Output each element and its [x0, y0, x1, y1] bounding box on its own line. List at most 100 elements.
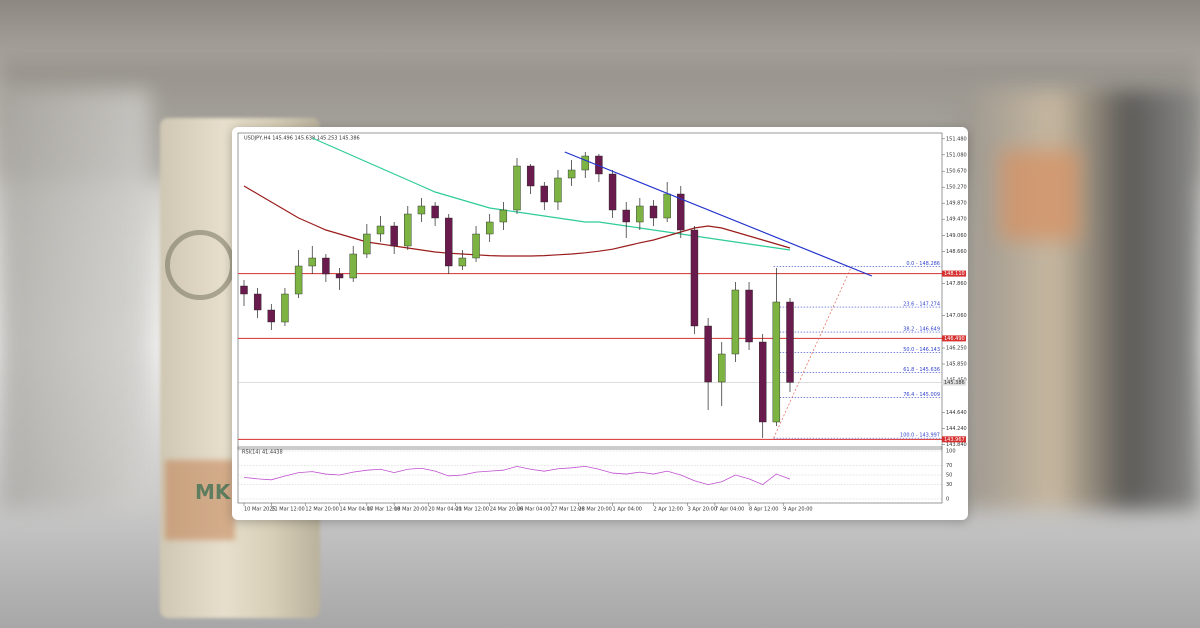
- candle-body: [404, 213, 412, 247]
- y-tick-label: 149.870: [946, 201, 967, 207]
- fib-label: 23.6 - 147.274: [903, 302, 940, 308]
- rsi-tick-label: 30: [946, 482, 952, 488]
- candle-body: [772, 301, 781, 423]
- y-tick-label: 151.080: [946, 152, 967, 158]
- x-tick-label: 28 Mar 20:00: [578, 507, 611, 513]
- x-tick-label: 10 Mar 2025: [244, 507, 276, 513]
- y-tick-label: 144.640: [946, 410, 967, 416]
- candle-body: [786, 301, 794, 383]
- price-tag: [942, 379, 966, 386]
- candle-body: [390, 225, 398, 247]
- x-tick-label: 17 Mar 12:00: [367, 507, 400, 513]
- x-tick-label: 12 Mar 20:00: [305, 507, 338, 513]
- rsi-title: RSI(14) 41.4438: [242, 450, 283, 456]
- chart: USDJPY,H4 145.496 145.638 145.253 145.38…: [237, 132, 967, 513]
- candle-body: [458, 257, 467, 267]
- y-tick-label: 150.670: [946, 169, 967, 175]
- y-tick-label: 147.060: [946, 313, 967, 319]
- candle-body: [513, 165, 521, 211]
- plot-frame: [237, 132, 943, 450]
- moving-average: [312, 137, 791, 251]
- x-tick-label: 11 Mar 12:00: [271, 507, 304, 513]
- fib-base: [773, 266, 852, 439]
- fib-label: 38.2 - 146.649: [903, 327, 940, 333]
- candle-body: [294, 265, 303, 295]
- x-tick-label: 1 Apr 04:00: [613, 507, 642, 513]
- candle-body: [745, 289, 753, 343]
- price-tag: [942, 436, 966, 443]
- candle-body: [240, 285, 248, 295]
- price-tag: [942, 335, 966, 342]
- candle-body: [267, 309, 275, 323]
- candle-body: [281, 293, 289, 323]
- moving-average: [243, 185, 791, 257]
- candle-body: [704, 325, 712, 383]
- y-tick-label: 144.240: [946, 426, 967, 432]
- y-tick-label: 145.850: [946, 362, 967, 368]
- candle-body: [622, 209, 630, 223]
- last-price-label: 145.386: [944, 380, 965, 386]
- trendline: [564, 151, 873, 277]
- candle-body: [349, 253, 357, 279]
- candle-body: [417, 205, 426, 215]
- rsi-tick-label: 50: [946, 473, 952, 479]
- y-tick-label: 143.840: [946, 442, 967, 448]
- candle-body: [485, 221, 494, 235]
- fib-label: 50.0 - 146.143: [903, 347, 940, 353]
- candle-body: [690, 229, 699, 327]
- candle-body: [472, 233, 480, 259]
- x-tick-label: 3 Apr 20:00: [688, 507, 717, 513]
- price-tag: [942, 270, 966, 277]
- x-tick-label: 2 Apr 12:00: [654, 507, 683, 513]
- x-tick-label: 21 Mar 12:00: [456, 507, 489, 513]
- price-tag-label: 148.110: [944, 271, 965, 277]
- x-tick-label: 18 Mar 20:00: [394, 507, 427, 513]
- rsi-tick-label: 100: [946, 449, 956, 455]
- x-tick-label: 24 Mar 20:00: [490, 507, 523, 513]
- rsi-tick-label: 70: [946, 463, 952, 469]
- y-tick-label: 148.660: [946, 249, 967, 255]
- y-tick-label: 146.250: [946, 346, 967, 352]
- candle-body: [649, 205, 658, 219]
- candle-body: [499, 209, 508, 223]
- candle-body: [253, 293, 262, 311]
- x-tick-label: 26 Mar 04:00: [517, 507, 550, 513]
- fib-label: 76.4 - 145.009: [903, 392, 940, 398]
- candle-body: [540, 185, 548, 203]
- chart-panel: USDJPY,H4 145.496 145.638 145.253 145.38…: [232, 127, 968, 520]
- price-tag-label: 146.490: [944, 336, 965, 342]
- fib-label: 100.0 - 143.997: [900, 433, 940, 439]
- candle-body: [526, 165, 535, 187]
- price-tag-label: 143.967: [944, 437, 965, 443]
- candle-body: [663, 193, 671, 219]
- candle-body: [308, 257, 316, 267]
- candle-body: [718, 353, 726, 383]
- x-tick-label: 9 Apr 20:00: [783, 507, 812, 513]
- candle-body: [376, 225, 385, 235]
- candle-body: [677, 193, 685, 231]
- fib-label: 61.8 - 145.636: [903, 367, 940, 373]
- chart-title: USDJPY,H4 145.496 145.638 145.253 145.38…: [244, 136, 360, 142]
- candle-body: [759, 341, 767, 423]
- candle-body: [567, 169, 576, 179]
- y-tick-label: 149.470: [946, 217, 967, 223]
- candle-body: [554, 177, 562, 203]
- y-tick-label: 151.480: [946, 136, 967, 142]
- candle-body: [322, 257, 330, 275]
- x-tick-label: 14 Mar 04:00: [340, 507, 373, 513]
- candle-body: [445, 217, 453, 267]
- x-tick-label: 7 Apr 04:00: [715, 507, 744, 513]
- candle-body: [335, 273, 344, 279]
- candle-body: [731, 289, 740, 355]
- x-tick-label: 8 Apr 12:00: [749, 507, 778, 513]
- fib-label: 0.0 - 148.286: [906, 261, 940, 267]
- x-tick-label: 20 Mar 04:00: [428, 507, 461, 513]
- y-tick-label: 149.060: [946, 233, 967, 239]
- candle-body: [431, 205, 439, 219]
- candle-body: [363, 233, 371, 255]
- candle-body: [608, 173, 617, 211]
- candle-body: [636, 205, 644, 223]
- rsi-tick-label: 0: [946, 497, 949, 503]
- y-tick-label: 150.270: [946, 185, 967, 191]
